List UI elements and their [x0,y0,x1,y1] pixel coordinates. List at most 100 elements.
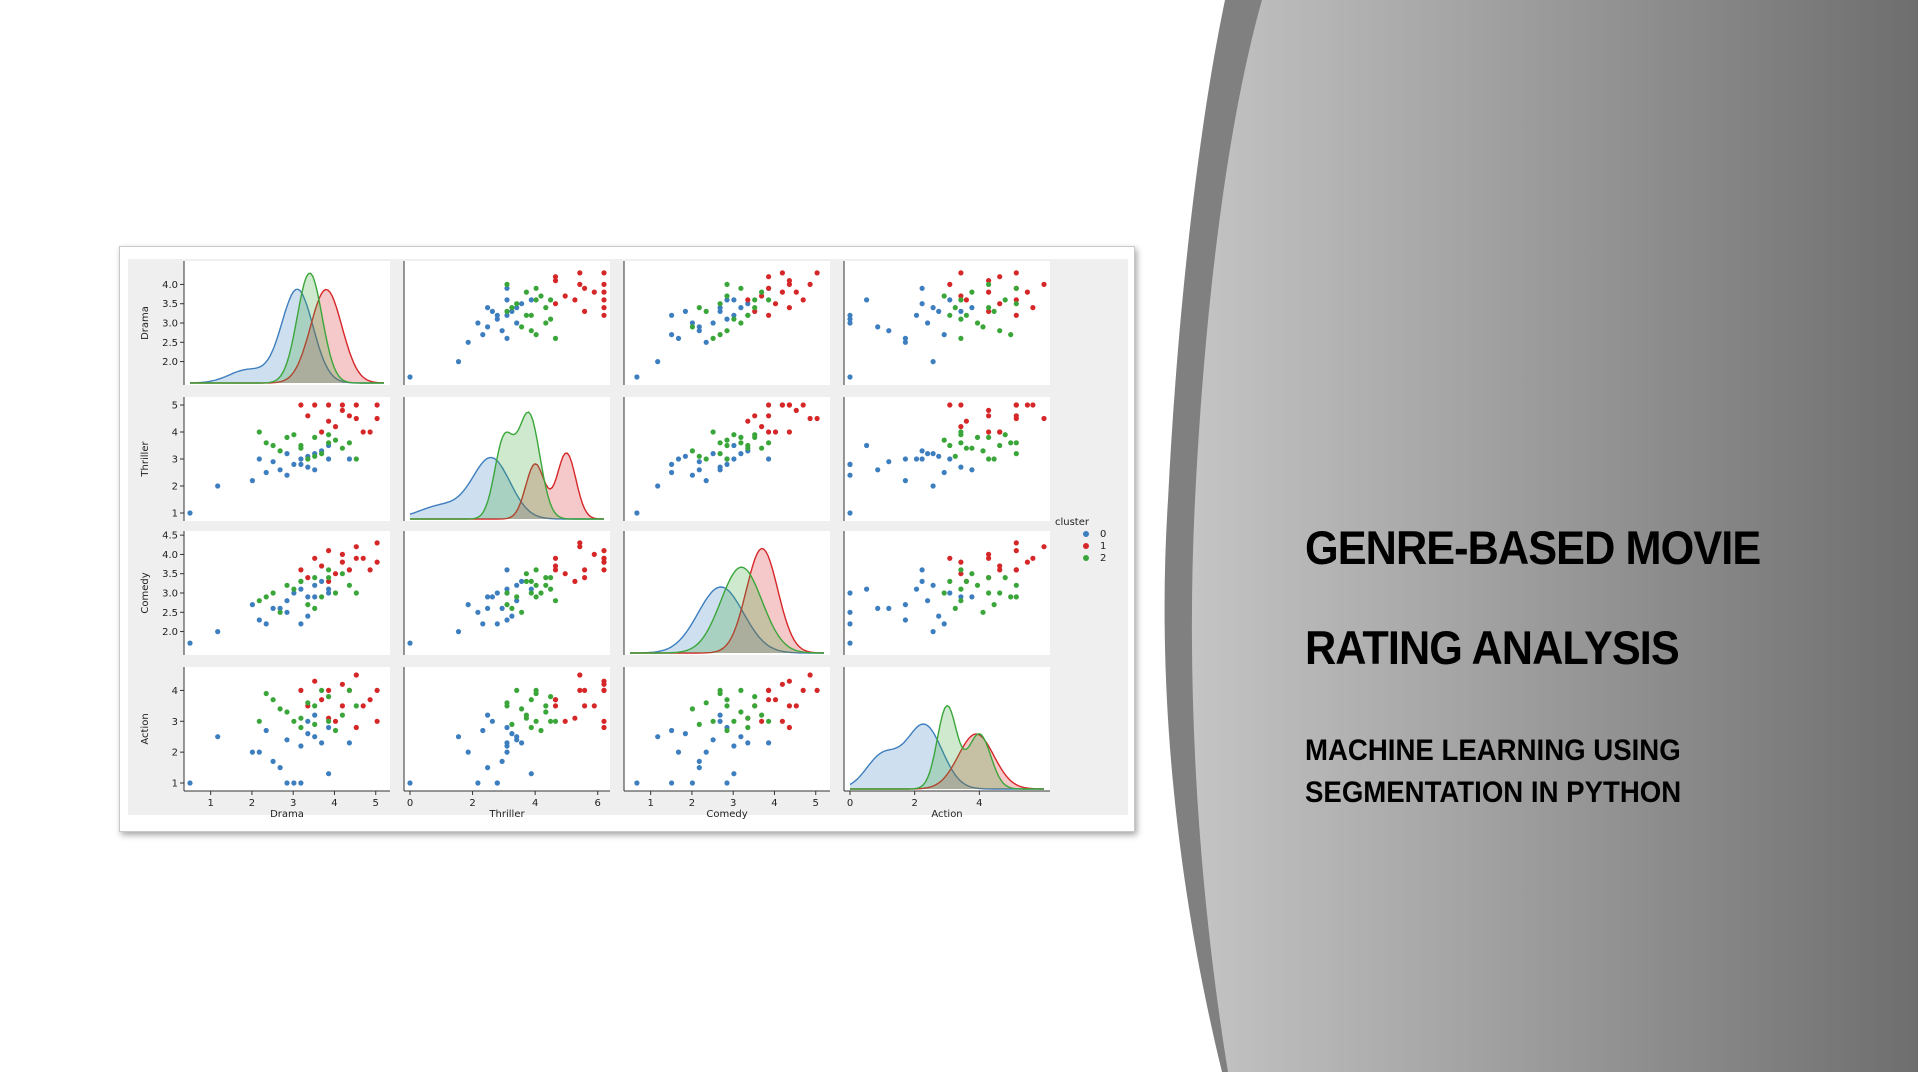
scatter-point-cluster-0 [270,459,276,465]
scatter-point-cluster-1 [360,703,366,709]
scatter-point-cluster-2 [519,324,525,330]
scatter-point-cluster-0 [682,308,689,314]
scatter-point-cluster-1 [367,429,373,435]
scatter-point-cluster-1 [562,718,568,724]
pairplot-figure: 2.0 2.5 3.0 3.5 4.0 Drama 1 2 3 4 5 Thriller 2.0 2.5 3… [119,246,1135,832]
scatter-point-cluster-0 [499,328,505,334]
kde-line-cluster-2 [190,272,384,384]
scatter-point-cluster-2 [745,724,751,731]
scatter-point-cluster-2 [958,335,964,341]
scatter-point-cluster-0 [509,613,515,619]
y-tick-label: 3.5 [162,299,178,310]
scatter-point-cluster-0 [913,456,920,462]
subplot-area [624,261,830,385]
subplot-area [844,667,1050,791]
scatter-point-cluster-1 [772,697,779,703]
subplot-area [844,397,1050,521]
scatter-point-cluster-0 [475,780,481,786]
scatter-point-cluster-2 [523,571,529,577]
scatter-point-cluster-0 [936,308,942,314]
scatter-point-cluster-2 [703,700,709,706]
y-tick-label: 1 [172,779,178,790]
scatter-point-cluster-0 [941,621,947,627]
scatter-point-cluster-1 [582,687,588,693]
scatter-point-cluster-2 [353,703,359,709]
scatter-point-cluster-2 [958,598,964,604]
scatter-point-cluster-2 [319,451,325,457]
scatter-point-cluster-0 [634,510,640,516]
scatter-point-cluster-0 [270,758,276,764]
scatter-point-cluster-1 [572,715,578,721]
scatter-point-cluster-2 [533,718,539,724]
scatter-point-cluster-2 [543,703,549,709]
scatter-point-cluster-0 [514,598,520,604]
x-axis-label: Action [931,809,962,820]
scatter-point-cluster-0 [847,621,853,627]
subplot-action-vs-drama: 1 2 3 4 Action 1 2 3 4 5 Drama [140,667,390,820]
scatter-point-cluster-2 [986,590,992,596]
scatter-point-cluster-0 [489,594,495,600]
scatter-point-cluster-0 [187,780,193,786]
scatter-point-cluster-0 [494,312,500,318]
scatter-point-cluster-0 [864,442,870,449]
scatter-point-cluster-0 [455,359,462,365]
scatter-point-cluster-0 [480,727,486,734]
scatter-point-cluster-0 [215,629,221,635]
scatter-point-cluster-0 [291,590,297,596]
scatter-point-cluster-0 [969,467,975,473]
scatter-point-cluster-2 [766,718,772,724]
scatter-point-cluster-1 [986,278,992,284]
scatter-point-cluster-1 [779,718,786,724]
pairplot-chart: 2.02.53.03.54.0Drama12345Thriller2.02.53… [128,259,1128,820]
y-tick-label: 2 [172,748,178,759]
scatter-point-cluster-1 [577,281,583,287]
scatter-point-cluster-2 [717,301,723,307]
scatter-point-cluster-2 [326,567,332,573]
scatter-point-cluster-2 [277,448,283,454]
scatter-point-cluster-0 [766,456,772,462]
scatter-point-cluster-2 [509,305,515,311]
scatter-point-cluster-0 [947,590,953,596]
scatter-point-cluster-0 [731,442,737,449]
scatter-point-cluster-0 [847,640,853,646]
scatter-point-cluster-1 [577,687,583,693]
scatter-point-cluster-2 [766,440,772,446]
scatter-point-cluster-0 [504,749,510,755]
scatter-point-cluster-2 [263,690,269,697]
scatter-point-cluster-1 [745,297,751,303]
scatter-point-cluster-2 [339,571,345,577]
scatter-point-cluster-1 [786,678,793,684]
scatter-point-cluster-1 [800,297,806,303]
legend-label-cluster-2: 2 [1100,553,1106,564]
scatter-point-cluster-2 [696,721,702,727]
scatter-point-cluster-1 [745,418,751,424]
scatter-point-cluster-0 [298,780,304,786]
scatter-point-cluster-1 [766,697,772,703]
scatter-point-cluster-2 [332,727,339,734]
kde-fill-cluster-1 [630,548,824,653]
scatter-point-cluster-0 [724,461,730,467]
scatter-point-cluster-0 [941,332,947,338]
scatter-point-cluster-0 [717,712,723,718]
scatter-point-cluster-0 [312,467,318,473]
scatter-point-cluster-1 [1041,281,1047,287]
scatter-point-cluster-0 [847,374,853,380]
scatter-point-cluster-0 [249,602,255,608]
scatter-point-cluster-1 [312,678,318,684]
scatter-point-cluster-0 [941,469,947,476]
subplot-area [404,397,610,521]
legend-marker-cluster-2 [1083,555,1089,561]
scatter-point-cluster-1 [772,429,779,435]
scatter-point-cluster-0 [504,567,510,573]
scatter-point-cluster-1 [346,567,352,573]
kde-fill-cluster-0 [630,587,824,653]
scatter-point-cluster-0 [902,478,909,484]
scatter-point-cluster-1 [793,289,799,295]
legend-label-cluster-1: 1 [1100,541,1106,552]
scatter-point-cluster-1 [786,402,793,408]
scatter-point-cluster-2 [504,602,510,608]
scatter-point-cluster-2 [947,312,953,318]
scatter-point-cluster-2 [986,575,992,581]
scatter-point-cluster-1 [963,418,970,424]
slide-title-line-1: GENRE-BASED MOVIE [1305,521,1761,574]
